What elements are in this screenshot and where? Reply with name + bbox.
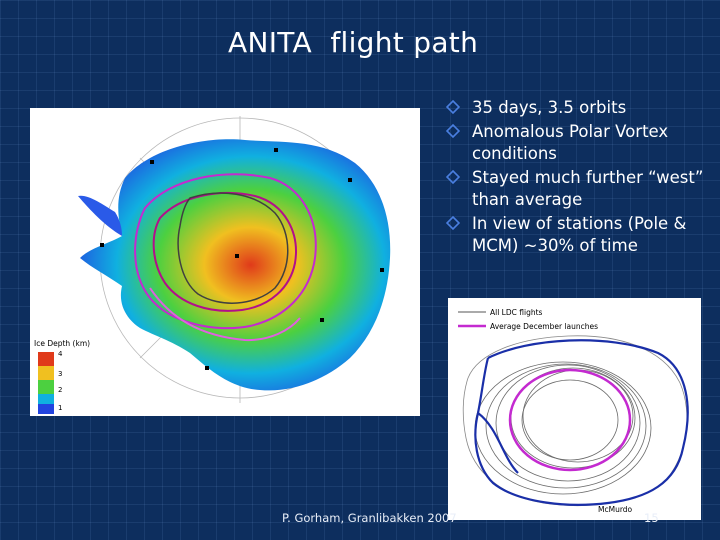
inset-coastline	[462, 335, 688, 507]
diamond-bullet-icon	[446, 170, 460, 184]
antarctica-ice-depth-map: Ice Depth (km) 4 3 2 1	[30, 108, 420, 416]
colorbar-tick: 4	[58, 350, 63, 358]
bullet-text: 35 days, 3.5 orbits	[472, 98, 627, 117]
bullet-item: Stayed much further “west” than average	[446, 167, 706, 211]
mcmurdo-label: McMurdo	[598, 505, 633, 514]
bullet-item: In view of stations (Pole & MCM) ~30% of…	[446, 213, 706, 257]
average-flight-line	[508, 368, 632, 472]
all-ldc-flight-lines	[474, 361, 652, 495]
station-markers	[100, 148, 384, 370]
colorbar-title: Ice Depth (km)	[34, 339, 90, 348]
page-number: 15	[644, 511, 659, 525]
bullet-item: 35 days, 3.5 orbits	[446, 97, 706, 119]
diamond-bullet-icon	[446, 100, 460, 114]
peninsula-shape	[78, 195, 122, 236]
ice-depth-colorbar: Ice Depth (km) 4 3 2 1	[34, 339, 90, 414]
inset-map-graphic: All LDC flights Average December launche…	[458, 308, 689, 514]
anita-flight-line	[474, 339, 689, 506]
colorbar-tick: 2	[58, 386, 62, 394]
inset-legend: All LDC flights Average December launche…	[458, 308, 598, 331]
bullet-text: Anomalous Polar Vortex conditions	[472, 122, 669, 163]
legend-all-flights: All LDC flights	[490, 308, 543, 317]
flight-path-lines	[134, 173, 317, 342]
bullet-list: 35 days, 3.5 orbits Anomalous Polar Vort…	[446, 97, 706, 259]
flight-comparison-inset: All LDC flights Average December launche…	[448, 298, 701, 520]
slide-title: ANITA flight path	[228, 26, 479, 59]
colorbar-tick: 1	[58, 404, 62, 412]
diamond-bullet-icon	[446, 216, 460, 230]
diamond-bullet-icon	[446, 124, 460, 138]
bullet-item: Anomalous Polar Vortex conditions	[446, 121, 706, 165]
slide-footer: P. Gorham, Granlibakken 2007	[282, 511, 457, 525]
bullet-text: Stayed much further “west” than average	[472, 168, 704, 209]
ice-depth-map-graphic: Ice Depth (km) 4 3 2 1	[34, 116, 391, 414]
ice-sheet-shape	[80, 139, 391, 391]
legend-average-launches: Average December launches	[490, 322, 598, 331]
colorbar-tick: 3	[58, 370, 62, 378]
bullet-text: In view of stations (Pole & MCM) ~30% of…	[472, 214, 687, 255]
